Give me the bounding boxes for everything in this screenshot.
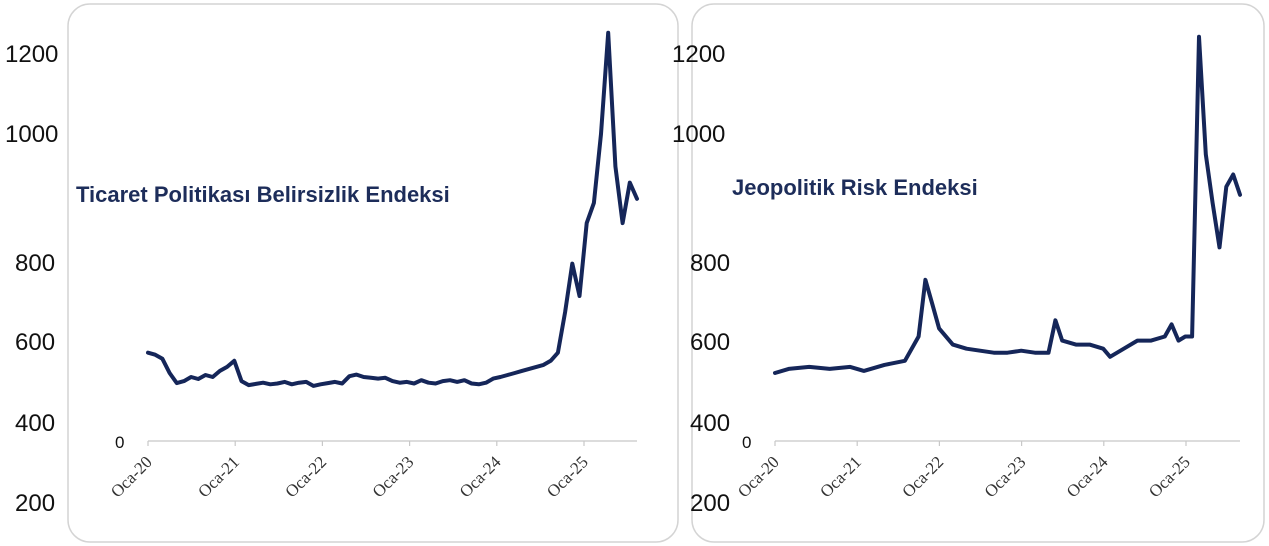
chart-panel-right (691, 3, 1265, 543)
y-tick-label: 1200 (5, 41, 58, 68)
chart-title-left: Ticaret Politikası Belirsizlik Endeksi (76, 182, 450, 207)
y-tick-label: 1000 (672, 121, 725, 148)
y-tick-label: 600 (690, 329, 730, 356)
baseline-label: 0 (742, 433, 751, 452)
y-tick-label: 200 (690, 490, 730, 517)
y-tick-label: 1000 (5, 121, 58, 148)
y-tick-label: 400 (690, 410, 730, 437)
series-line (773, 34, 1242, 375)
y-tick-label: 800 (15, 250, 55, 277)
y-axis-right: 1200 1000 800 600 400 200 0 (672, 41, 751, 517)
y-tick-label: 400 (15, 410, 55, 437)
chart-title: Jeopolitik Risk Endeksi (732, 175, 978, 200)
y-tick-label: 600 (15, 329, 55, 356)
chart-title-right: Jeopolitik Risk Endeksi (732, 175, 978, 200)
y-tick-label: 200 (15, 490, 55, 517)
chart-title: Ticaret Politikası Belirsizlik Endeksi (76, 182, 450, 207)
y-tick-label: 800 (690, 250, 730, 277)
series-line (146, 30, 639, 388)
baseline-label: 0 (115, 433, 124, 452)
chart-panel-left (67, 3, 679, 543)
y-axis-left: 1200 1000 800 600 400 200 0 (5, 41, 124, 517)
y-tick-label: 1200 (672, 41, 725, 68)
